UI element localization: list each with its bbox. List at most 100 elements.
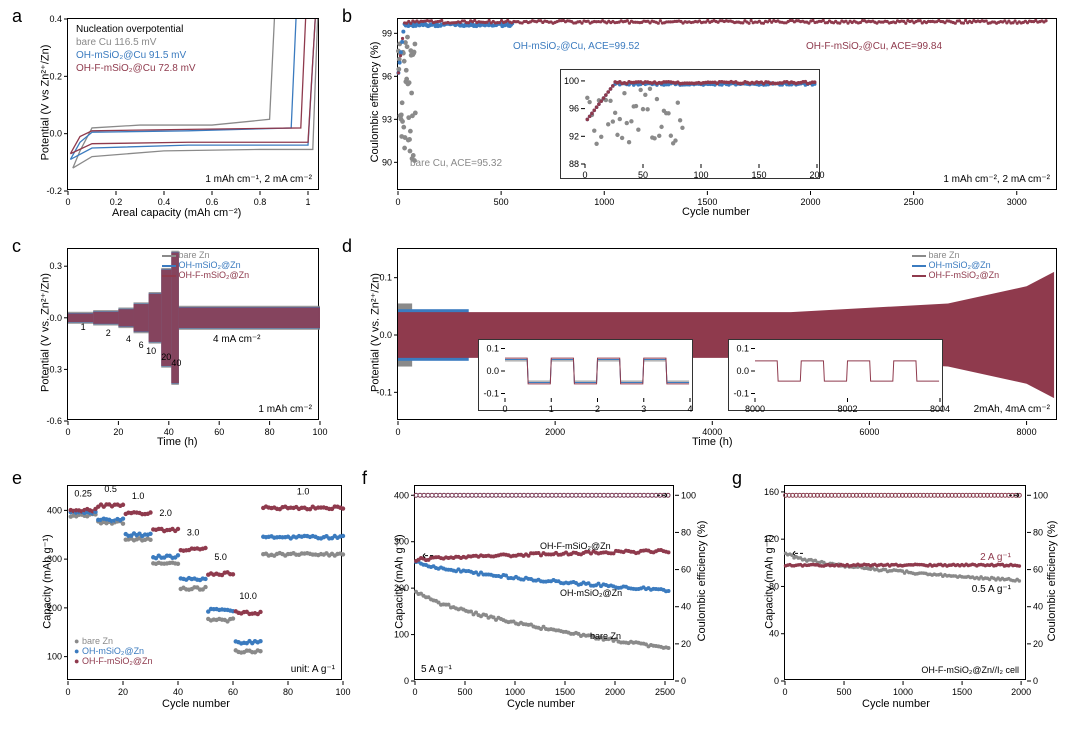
svg-text:0: 0	[395, 197, 400, 207]
svg-text:500: 500	[457, 687, 472, 697]
g-cell: OH-F-mSiO₂@Zn//I₂ cell	[921, 665, 1019, 675]
svg-text:2: 2	[106, 328, 111, 338]
svg-text:1: 1	[549, 404, 554, 414]
svg-text:0: 0	[681, 676, 686, 686]
svg-text:0: 0	[412, 687, 417, 697]
b-note: 1 mAh cm⁻², 2 mA cm⁻²	[943, 174, 1050, 185]
d-inset2: 800080028004-0.10.00.1	[728, 339, 943, 411]
b-label-blue: OH-mSiO₂@Cu, ACE=99.52	[513, 41, 640, 52]
svg-text:80: 80	[1033, 527, 1043, 537]
f-note: 5 A g⁻¹	[421, 664, 452, 675]
d-inset1: 01234-0.10.00.1	[478, 339, 693, 411]
svg-text:60: 60	[681, 565, 691, 575]
d-ylabel: Potential (V vs. Zn²⁺/Zn)	[369, 248, 382, 418]
svg-text:1: 1	[81, 322, 86, 332]
svg-text:80: 80	[283, 687, 293, 697]
c-rate-back: 4 mA cm⁻²	[213, 334, 261, 345]
a-legend-2: OH-F-mSiO₂@Cu 72.8 mV	[76, 63, 196, 74]
svg-text:96: 96	[382, 71, 392, 81]
svg-text:2000: 2000	[800, 197, 820, 207]
svg-text:8000: 8000	[745, 404, 765, 414]
svg-text:40: 40	[171, 358, 181, 368]
svg-text:1.0: 1.0	[132, 491, 145, 501]
svg-text:60: 60	[1033, 565, 1043, 575]
svg-text:80: 80	[265, 427, 275, 437]
svg-text:0.1: 0.1	[486, 344, 499, 354]
svg-text:50: 50	[638, 170, 648, 180]
panel-f-label: f	[362, 468, 367, 489]
svg-text:2500: 2500	[655, 687, 675, 697]
svg-text:60: 60	[214, 427, 224, 437]
svg-text:0: 0	[502, 404, 507, 414]
f-label-bare: bare Zn	[590, 631, 621, 641]
svg-text:20: 20	[113, 427, 123, 437]
svg-text:8002: 8002	[837, 404, 857, 414]
svg-text:100: 100	[681, 490, 696, 500]
svg-text:20: 20	[161, 352, 171, 362]
b-label-bare: bare Cu, ACE=95.32	[410, 158, 502, 169]
svg-text:92: 92	[569, 131, 579, 141]
svg-text:8004: 8004	[930, 404, 950, 414]
svg-text:100: 100	[564, 76, 579, 86]
svg-text:80: 80	[681, 527, 691, 537]
svg-text:6000: 6000	[859, 427, 879, 437]
svg-text:60: 60	[228, 687, 238, 697]
svg-text:3.0: 3.0	[187, 528, 200, 538]
svg-text:160: 160	[764, 487, 779, 497]
c-note: 1 mAh cm⁻²	[258, 404, 312, 415]
svg-text:2000: 2000	[1011, 687, 1031, 697]
svg-text:0.8: 0.8	[254, 197, 267, 207]
f-label-maroon: OH-F-mSiO₂@Zn	[540, 541, 611, 551]
c-ylabel: Potential (V vs. Zn²⁺/Zn)	[39, 248, 52, 418]
c-legend: bare Zn OH-mSiO₂@Zn OH-F-mSiO₂@Zn	[162, 250, 249, 280]
f-label-blue: OH-mSiO₂@Zn	[560, 588, 622, 598]
b-label-maroon: OH-F-mSiO₂@Cu, ACE=99.84	[806, 41, 942, 52]
panel-g-label: g	[732, 468, 742, 489]
e-unit: unit: A g⁻¹	[291, 664, 335, 675]
svg-text:0: 0	[404, 676, 409, 686]
panel-f: f 05001000150020002500010020030040002040…	[362, 470, 722, 725]
svg-text:1500: 1500	[952, 687, 972, 697]
b-inset: 050100150200889296100	[560, 69, 820, 179]
svg-text:10: 10	[146, 346, 156, 356]
e-xlabel: Cycle number	[162, 698, 230, 710]
f-xlabel: Cycle number	[507, 698, 575, 710]
svg-text:100: 100	[335, 687, 350, 697]
svg-text:2: 2	[595, 404, 600, 414]
svg-text:500: 500	[494, 197, 509, 207]
g-rate1: 2 A g⁻¹	[980, 552, 1011, 563]
svg-text:93: 93	[382, 114, 392, 124]
svg-text:2000: 2000	[545, 427, 565, 437]
g-y2label: Coulombic efficiency (%)	[1046, 496, 1058, 666]
panel-e-label: e	[12, 468, 22, 489]
svg-text:-0.2: -0.2	[46, 186, 62, 196]
svg-text:20: 20	[681, 639, 691, 649]
svg-text:1000: 1000	[594, 197, 614, 207]
svg-text:0.5: 0.5	[104, 484, 117, 494]
svg-text:3: 3	[641, 404, 646, 414]
g-ylabel: Capacity (mAh g⁻¹)	[763, 507, 776, 657]
b-xlabel: Cycle number	[682, 206, 750, 218]
panel-a-plot: 00.20.40.60.81-0.20.00.20.4 Nucleation o…	[67, 18, 319, 190]
svg-text:4: 4	[687, 404, 692, 414]
svg-text:5.0: 5.0	[214, 552, 227, 562]
panel-g-plot: 050010001500200004080120160020406080100 …	[784, 485, 1026, 680]
svg-text:88: 88	[569, 159, 579, 169]
b-ylabel: Coulombic efficiency (%)	[369, 17, 381, 187]
panel-b-plot: 05001000150020002500300090939699 bare Cu…	[397, 18, 1057, 190]
panel-b-label: b	[342, 6, 352, 27]
svg-text:0.0: 0.0	[486, 366, 499, 376]
d-legend: bare Zn OH-mSiO₂@Zn OH-F-mSiO₂@Zn	[912, 250, 999, 280]
svg-text:40: 40	[1033, 602, 1043, 612]
panel-c: c 020406080100-0.6-0.30.00.31246102040 4…	[12, 238, 332, 456]
svg-text:2500: 2500	[904, 197, 924, 207]
svg-text:1500: 1500	[555, 687, 575, 697]
svg-text:4: 4	[126, 334, 131, 344]
g-rate2: 0.5 A g⁻¹	[972, 584, 1011, 595]
svg-text:90: 90	[382, 157, 392, 167]
svg-text:96: 96	[569, 104, 579, 114]
a-xlabel: Areal capacity (mAh cm⁻²)	[112, 206, 241, 219]
svg-text:1000: 1000	[505, 687, 525, 697]
e-legend: ● bare Zn ● OH-mSiO₂@Zn ● OH-F-mSiO₂@Zn	[74, 636, 153, 666]
svg-text:6: 6	[139, 340, 144, 350]
